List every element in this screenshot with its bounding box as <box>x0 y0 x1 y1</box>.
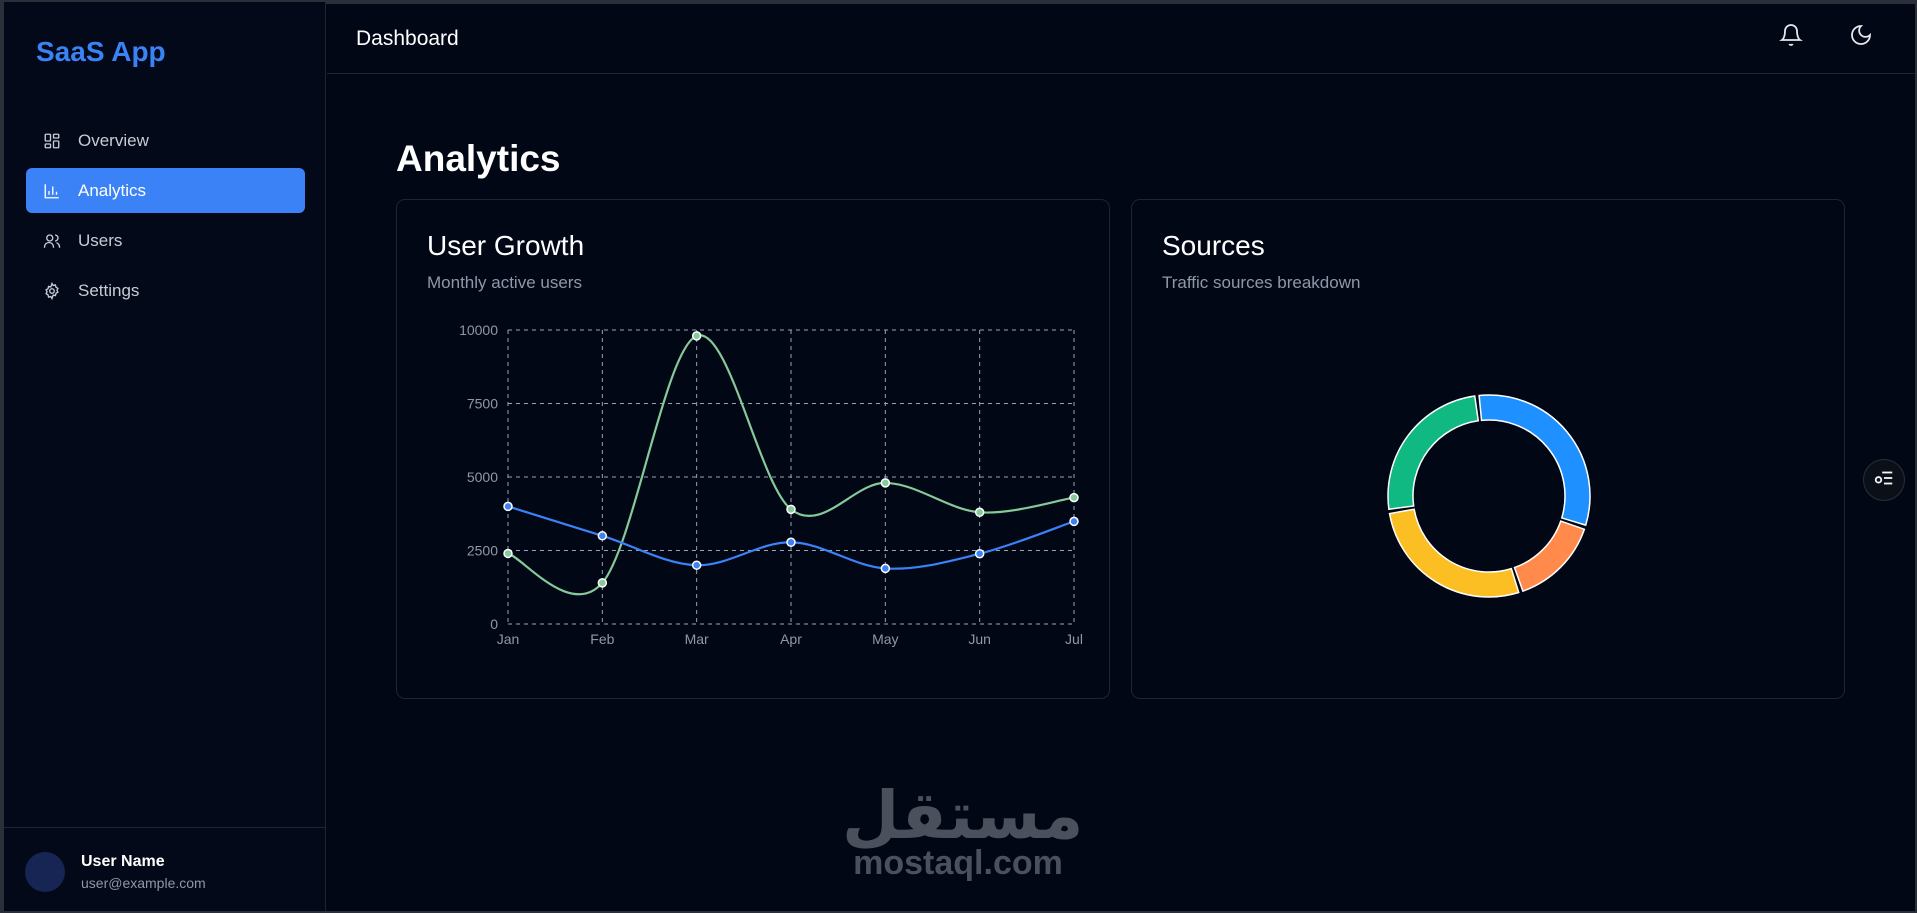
user-profile[interactable]: User Name user@example.com <box>4 827 325 911</box>
page-title: Analytics <box>396 138 561 179</box>
watermark-latin: mostaql.com <box>853 844 1063 882</box>
theme-toggle-button[interactable] <box>1848 24 1874 50</box>
users-icon <box>42 231 62 251</box>
chart-grid <box>507 329 1075 625</box>
sidebar-item-analytics[interactable]: Analytics <box>26 168 305 213</box>
top-header: Dashboard <box>327 2 1915 74</box>
data-point <box>974 548 985 559</box>
data-point <box>1069 492 1079 503</box>
grid-icon <box>42 131 62 151</box>
data-point <box>691 331 702 341</box>
y-tick-label: 10000 <box>459 322 498 338</box>
sidebar-item-users[interactable]: Users <box>26 218 305 263</box>
card-subtitle: Traffic sources breakdown <box>1162 273 1361 292</box>
notifications-button[interactable] <box>1778 23 1804 52</box>
x-tick-label: Jun <box>968 631 991 647</box>
x-tick-label: May <box>872 631 898 647</box>
avatar[interactable] <box>25 852 65 892</box>
data-point <box>880 563 891 574</box>
y-tick-label: 7500 <box>467 396 498 412</box>
data-point <box>503 501 513 512</box>
bell-icon <box>1779 23 1803 52</box>
card-title: User Growth <box>427 230 585 261</box>
sidebar-item-label: Users <box>78 230 123 250</box>
data-point <box>691 560 702 570</box>
donut-slice-3 <box>1387 395 1480 511</box>
sidebar-item-label: Overview <box>78 130 149 150</box>
watermark-arabic: مستقل <box>842 777 1085 854</box>
data-point <box>786 537 796 548</box>
y-tick-label: 0 <box>490 616 498 632</box>
card-title: Sources <box>1162 230 1265 261</box>
sidebar-item-label: Analytics <box>78 180 147 200</box>
list-settings-icon <box>1873 467 1895 494</box>
sidebar-item-settings[interactable]: Settings <box>26 268 305 313</box>
floating-menu-button[interactable] <box>1863 459 1905 501</box>
page-header-title: Dashboard <box>356 27 459 50</box>
x-tick-label: Jan <box>497 631 520 647</box>
sidebar-item-overview[interactable]: Overview <box>26 118 305 163</box>
user-name: User Name <box>81 853 165 870</box>
data-point <box>597 578 608 588</box>
x-tick-label: Apr <box>780 631 802 647</box>
donut-slice-0 <box>1478 394 1591 527</box>
donut-slice-1 <box>1513 520 1586 593</box>
sidebar: SaaS App Overview Analytics Users Settin… <box>4 2 326 911</box>
card-subtitle: Monthly active users <box>427 273 582 292</box>
sidebar-nav: Overview Analytics Users Settings <box>26 118 305 318</box>
x-tick-label: Jul <box>1065 631 1083 647</box>
gear-icon <box>42 281 62 301</box>
watermark: مستقل mostaql.com <box>842 777 1085 882</box>
moon-icon <box>1849 23 1873 52</box>
data-point <box>880 478 891 488</box>
data-point <box>1069 516 1079 527</box>
sources-donut-chart[interactable] <box>1132 200 1846 700</box>
brand-logo[interactable]: SaaS App <box>36 36 166 67</box>
user-growth-line-chart[interactable]: 0 2500 5000 7500 10000 Jan Feb Mar Apr May Jun Jul <box>397 200 1111 700</box>
y-tick-label: 2500 <box>467 543 498 559</box>
x-tick-label: Feb <box>590 631 614 647</box>
sidebar-item-label: Settings <box>78 280 140 300</box>
donut-slice-2 <box>1388 508 1520 598</box>
sources-card: Sources Traffic sources breakdown <box>1131 199 1845 699</box>
bar-chart-icon <box>42 181 62 201</box>
data-point <box>974 507 985 518</box>
user-growth-card: User Growth Monthly active users 0 2500 50… <box>396 199 1110 699</box>
data-point <box>786 504 796 515</box>
y-tick-label: 5000 <box>467 469 498 485</box>
data-point <box>503 548 513 559</box>
x-tick-label: Mar <box>685 631 709 647</box>
user-email: user@example.com <box>81 875 206 891</box>
data-point <box>597 531 608 541</box>
